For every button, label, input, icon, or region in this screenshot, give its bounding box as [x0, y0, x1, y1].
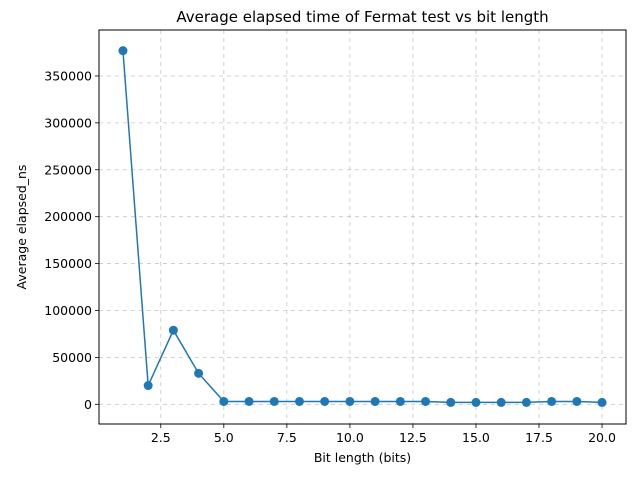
data-point [370, 396, 380, 406]
data-point [547, 396, 557, 406]
data-point [421, 396, 431, 406]
y-tick-label: 300000 [44, 115, 92, 130]
y-tick-label: 150000 [44, 256, 92, 271]
y-axis-label: Average elapsed_ns [14, 165, 29, 290]
series-layer [118, 46, 607, 407]
data-point [496, 397, 506, 407]
y-axis: 0 50000 100000 150000 200000 250000 300000 3500… [44, 68, 99, 412]
grid [99, 30, 626, 424]
x-tick-label: 10.0 [336, 430, 364, 445]
y-tick-label: 200000 [44, 209, 92, 224]
chart-title: Average elapsed time of Fermat test vs b… [176, 8, 548, 26]
data-point [395, 396, 405, 406]
x-tick-label: 7.5 [277, 430, 297, 445]
x-tick-label: 2.5 [151, 430, 171, 445]
data-point [219, 396, 229, 406]
data-point [118, 46, 128, 56]
data-point [446, 397, 456, 407]
data-point [471, 397, 481, 407]
y-tick-label: 350000 [44, 68, 92, 83]
data-point [143, 381, 153, 391]
data-point [521, 397, 531, 407]
y-tick-label: 0 [84, 397, 92, 412]
data-point [194, 368, 204, 378]
data-point [597, 397, 607, 407]
y-tick-label: 50000 [52, 350, 92, 365]
x-axis-label: Bit length (bits) [314, 450, 411, 465]
data-point [244, 396, 254, 406]
data-point [572, 396, 582, 406]
y-tick-label: 100000 [44, 303, 92, 318]
plot-frame [98, 29, 627, 425]
series-line [122, 50, 603, 404]
x-axis: 2.5 5.0 7.5 10.0 12.5 15.0 17.5 20.0 [151, 424, 616, 445]
data-point [294, 396, 304, 406]
y-tick-label: 250000 [44, 162, 92, 177]
x-tick-label: 15.0 [462, 430, 490, 445]
x-tick-label: 12.5 [399, 430, 427, 445]
data-point [345, 396, 355, 406]
x-tick-label: 17.5 [525, 430, 553, 445]
x-tick-label: 20.0 [588, 430, 616, 445]
data-point [320, 396, 330, 406]
data-point [168, 325, 178, 335]
x-tick-label: 5.0 [214, 430, 234, 445]
data-point [269, 396, 279, 406]
